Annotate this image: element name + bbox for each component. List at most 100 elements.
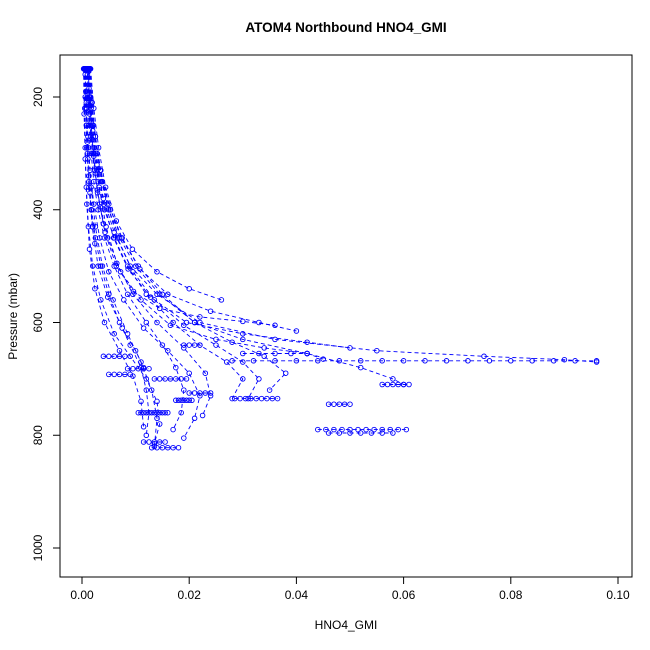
data-point-marker (371, 426, 377, 433)
data-point-marker (167, 376, 174, 382)
y-tick-label: 800 (31, 425, 45, 445)
series-line (83, 68, 145, 427)
data-point-marker (357, 364, 364, 371)
y-tick-label: 600 (31, 312, 45, 332)
data-point-marker (207, 390, 214, 396)
data-point-marker (165, 409, 171, 416)
x-tick-label: 0.04 (285, 588, 309, 602)
data-point-marker (85, 68, 92, 75)
data-point-marker (561, 356, 568, 363)
data-point-marker (130, 365, 136, 372)
series-line (85, 68, 158, 447)
x-axis-label: HNO4_GMI (314, 618, 378, 632)
data-point-marker (127, 353, 133, 360)
data-point-marker (240, 336, 246, 343)
data-point-marker (98, 167, 104, 174)
data-point-marker (422, 358, 428, 364)
data-point-marker (125, 266, 131, 272)
data-point-marker (102, 229, 108, 236)
data-point-marker (113, 218, 120, 224)
plot-box (59, 54, 633, 578)
data-point-marker (347, 426, 353, 433)
data-point-marker (135, 409, 142, 416)
data-point-marker (143, 387, 150, 393)
data-point-marker (110, 297, 116, 303)
data-point-marker (178, 397, 184, 404)
series-line (86, 68, 244, 399)
data-point-marker (147, 294, 154, 300)
data-point-marker (132, 347, 139, 354)
data-point-marker (199, 412, 206, 419)
data-point-marker (92, 223, 99, 230)
data-point-marker (154, 409, 160, 416)
data-point-marker (127, 371, 133, 378)
data-point-marker (143, 291, 150, 298)
data-point-marker (256, 376, 262, 382)
data-point-marker (508, 358, 514, 364)
data-point-marker (593, 359, 600, 365)
data-point-marker (336, 430, 343, 436)
data-point-marker (92, 133, 99, 140)
data-point-marker (443, 358, 450, 364)
data-point-marker (186, 397, 192, 404)
data-point-marker (218, 297, 225, 303)
data-point-marker (143, 432, 150, 439)
data-point-marker (89, 150, 96, 157)
series-line (87, 68, 597, 363)
data-point-marker (223, 359, 230, 365)
data-point-marker (202, 370, 209, 376)
data-point-marker (282, 370, 289, 376)
data-point-marker (173, 376, 179, 382)
data-point-marker (140, 325, 147, 331)
data-point-marker (159, 444, 166, 451)
data-point-marker (154, 319, 160, 326)
data-point-marker (261, 345, 267, 351)
data-point-marker (550, 358, 557, 364)
data-point-marker (167, 322, 174, 329)
data-point-marker (240, 350, 246, 357)
data-point-marker (363, 426, 369, 433)
data-point-marker (116, 353, 123, 360)
data-point-marker (119, 325, 125, 331)
data-point-marker (242, 395, 249, 402)
data-series (80, 66, 600, 451)
data-point-marker (486, 358, 493, 364)
data-point-marker (140, 409, 147, 416)
data-point-marker (339, 426, 345, 433)
x-tick-label: 0.06 (392, 588, 416, 602)
data-point-marker (266, 387, 273, 393)
data-point-marker (229, 358, 235, 364)
y-tick-label: 1000 (31, 534, 45, 561)
y-tick-label: 200 (31, 87, 45, 107)
series-line (89, 68, 297, 332)
data-point-marker (202, 390, 209, 396)
data-point-marker (395, 381, 401, 388)
data-point-marker (181, 435, 187, 441)
data-point-marker (111, 229, 117, 236)
data-point-marker (130, 269, 136, 275)
data-point-marker (162, 376, 168, 382)
x-tick-label: 0.10 (606, 588, 630, 602)
data-point-marker (156, 376, 163, 382)
data-point-marker (400, 358, 407, 364)
data-point-marker (403, 426, 410, 433)
data-point-marker (138, 398, 144, 405)
data-point-marker (256, 350, 262, 357)
data-point-marker (86, 85, 92, 92)
data-point-marker (92, 285, 98, 292)
data-point-marker (191, 319, 198, 326)
data-point-marker (159, 342, 166, 348)
data-point-marker (85, 144, 92, 151)
data-point-marker (256, 319, 262, 326)
data-point-marker (245, 395, 251, 402)
data-point-marker (151, 409, 158, 416)
data-point-marker (114, 235, 121, 241)
data-point-marker (151, 443, 158, 450)
data-point-marker (143, 319, 150, 326)
x-axis: 0.00 0.02 0.04 0.06 0.08 0.10 (70, 577, 630, 602)
data-point-marker (315, 426, 321, 433)
data-point-marker (154, 291, 160, 298)
data-point-marker (85, 156, 91, 162)
data-point-marker (156, 421, 163, 427)
series-line (88, 68, 212, 416)
